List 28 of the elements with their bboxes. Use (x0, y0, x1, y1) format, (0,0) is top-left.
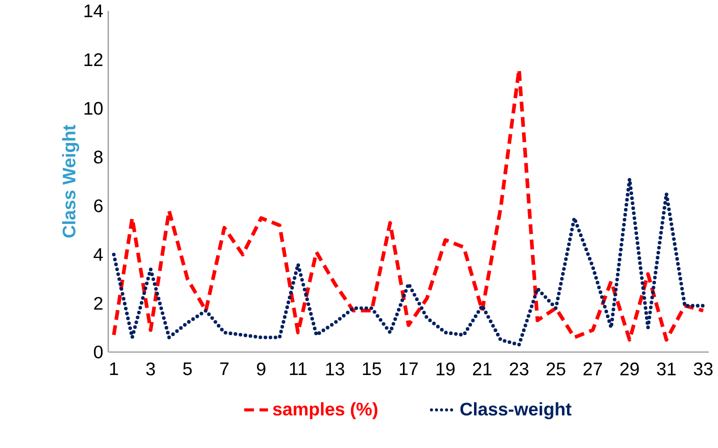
y-tick-label: 0 (94, 346, 103, 358)
x-tick-label: 1 (110, 362, 118, 375)
x-tick-label: 7 (220, 362, 228, 375)
x-tick-label: 3 (146, 362, 155, 376)
x-tick-label: 9 (256, 362, 266, 376)
legend-label: samples (%) (272, 402, 378, 420)
y-tick-label: 10 (84, 102, 103, 115)
x-tick-label: 33 (694, 362, 713, 376)
y-tick-label: 2 (94, 296, 102, 310)
x-tick-label: 29 (620, 362, 639, 376)
x-tick-label: 31 (657, 362, 676, 376)
y-tick-label: 4 (94, 248, 103, 261)
y-axis-title: Class Weight (62, 124, 80, 238)
x-tick-label: 15 (362, 362, 382, 376)
x-tick-label: 13 (326, 362, 344, 376)
x-tick-label: 19 (436, 362, 455, 376)
legend-label: Class-weight (460, 402, 572, 420)
x-tick-label: 17 (400, 362, 418, 375)
y-tick-label: 14 (84, 4, 103, 18)
x-tick-label: 21 (473, 362, 492, 376)
y-tick-label: 12 (84, 53, 102, 66)
x-tick-label: 27 (584, 362, 602, 376)
x-tick-label: 23 (510, 362, 528, 376)
x-tick-label: 25 (546, 362, 566, 376)
x-tick-label: 5 (183, 362, 192, 376)
y-tick-label: 6 (94, 199, 103, 212)
y-tick-label: 8 (94, 150, 103, 164)
x-tick-label: 11 (290, 362, 307, 375)
